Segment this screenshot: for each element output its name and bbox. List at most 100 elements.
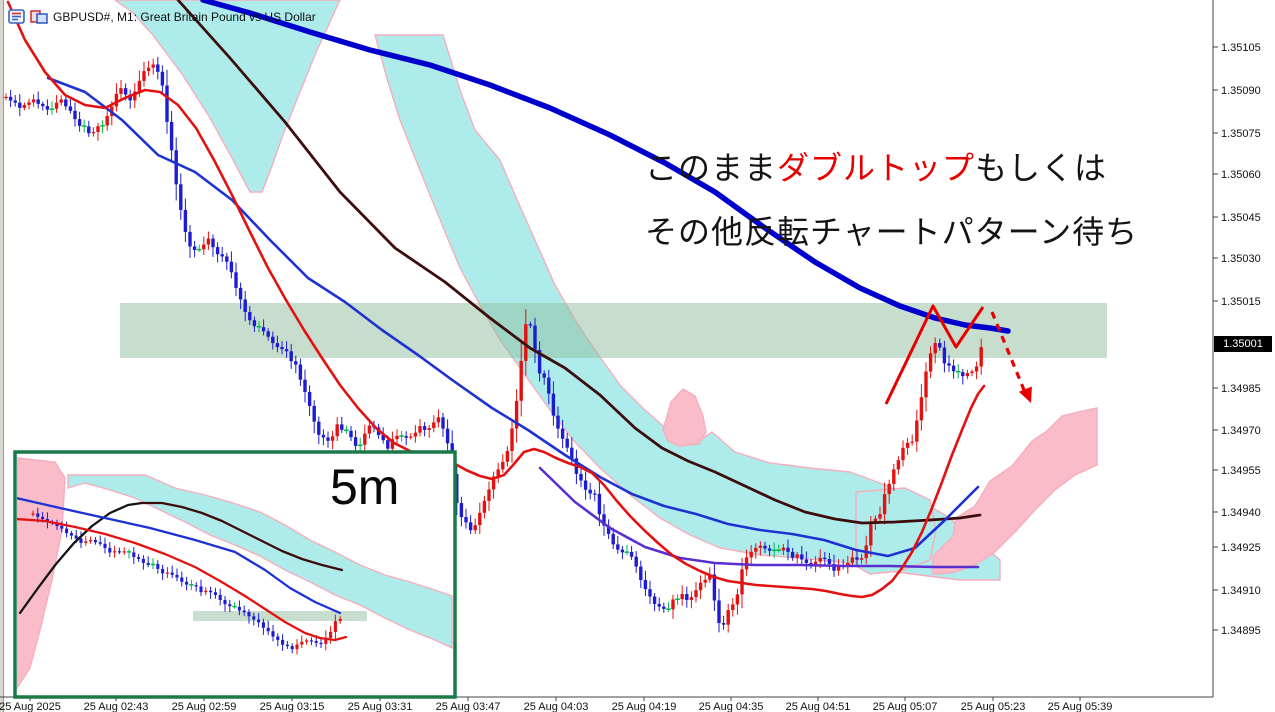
candle-body (473, 525, 477, 531)
candle-body (616, 544, 620, 550)
candle-body (542, 373, 546, 378)
candle-body (128, 94, 132, 101)
candle-body (41, 103, 45, 107)
candle-body (919, 397, 924, 421)
time-tick-label: 25 Aug 05:07 (873, 701, 938, 712)
inset-timeframe-label: 5m (330, 459, 400, 515)
candle-body (901, 447, 905, 461)
candle-body (41, 516, 45, 519)
candle-body (795, 554, 799, 558)
candle-body (105, 116, 109, 126)
candle-body (882, 494, 887, 515)
candle-body (321, 434, 326, 438)
candle-body (924, 371, 928, 398)
candle-body (763, 545, 767, 549)
time-tick-label: 25 Aug 03:15 (260, 701, 325, 712)
main-chart[interactable] (4, 0, 1107, 633)
chart-window-icon[interactable] (30, 9, 48, 25)
candle-body (859, 558, 864, 560)
candle-body (229, 261, 234, 273)
candle-body (468, 522, 473, 531)
inset-kumo (67, 474, 453, 650)
candle-body (850, 557, 855, 563)
candle-body (583, 480, 588, 490)
candle-body (326, 437, 330, 441)
candle-body (887, 483, 891, 495)
candle-body (69, 533, 73, 536)
price-tick-label: 1.35060 (1221, 169, 1261, 181)
time-tick-label: 25 Aug 04:03 (524, 701, 589, 712)
candle-body (652, 596, 657, 604)
candle-body (271, 631, 275, 637)
candle-body (685, 594, 689, 600)
candle-body (928, 353, 933, 372)
candle-body (767, 548, 772, 551)
time-tick-label: 25 Aug 05:23 (961, 701, 1026, 712)
candle-body (349, 430, 353, 438)
candle-body (252, 320, 257, 327)
price-tick-label: 1.35045 (1221, 212, 1261, 224)
annotation-line-2: その他反転チャートパターン待ち (645, 214, 1139, 250)
candle-body (285, 644, 289, 647)
candle-body (689, 597, 694, 600)
candle-body (942, 347, 947, 364)
candle-body (194, 585, 198, 587)
candle-body (602, 514, 606, 526)
candle-body (528, 324, 533, 326)
candle-body (96, 126, 100, 132)
kumo-pink-bump (662, 388, 707, 447)
candle-body (933, 343, 937, 354)
candle-body (156, 64, 160, 72)
candle-body (137, 557, 141, 559)
candle-body (570, 447, 574, 459)
candle-body (18, 102, 22, 108)
candle-body (228, 604, 232, 607)
candle-body (340, 424, 344, 430)
candle-body (98, 542, 102, 544)
candle-body (192, 246, 197, 250)
candle-body (223, 599, 227, 605)
candle-body (123, 88, 128, 95)
candle-body (560, 428, 565, 439)
candle-body (338, 618, 342, 622)
time-tick-label: 25 Aug 05:39 (1048, 701, 1113, 712)
support-resistance-zone (193, 611, 367, 621)
candle-body (314, 641, 318, 643)
candle-body (749, 551, 753, 558)
candle-body (156, 564, 160, 569)
candle-body (31, 99, 36, 103)
candle-body (547, 377, 551, 394)
down-arrow-head (1018, 386, 1032, 403)
candle-body (970, 371, 974, 374)
chart-title: GBPUSD#, M1: Great Britain Pound vs US D… (53, 10, 316, 24)
candle-body (295, 644, 299, 650)
candle-body (422, 426, 427, 430)
candle-body (482, 500, 487, 513)
candle-body (832, 563, 836, 571)
candle-body (142, 71, 146, 81)
candle-body (395, 435, 399, 440)
candle-body (726, 610, 730, 625)
candle-body (113, 551, 117, 553)
candle-body (703, 579, 707, 583)
candle-body (330, 436, 335, 441)
candle-body (290, 646, 294, 650)
candle-body (284, 349, 289, 352)
kumo-top-left (113, 0, 341, 193)
candle-body (238, 287, 243, 300)
candle-body (409, 436, 413, 438)
candle-body (606, 525, 611, 534)
chart-list-icon[interactable] (8, 9, 25, 25)
candle-body (225, 256, 229, 262)
kumo-future-pink (932, 407, 1098, 575)
candle-body (119, 88, 123, 94)
candle-body (65, 528, 69, 534)
inset-5m-chart[interactable] (13, 450, 457, 699)
candle-body (280, 347, 284, 350)
candle-body (804, 559, 809, 563)
candle-body (91, 131, 96, 134)
candle-body (276, 636, 280, 640)
candle-body (185, 581, 189, 585)
candle-body (281, 639, 285, 645)
